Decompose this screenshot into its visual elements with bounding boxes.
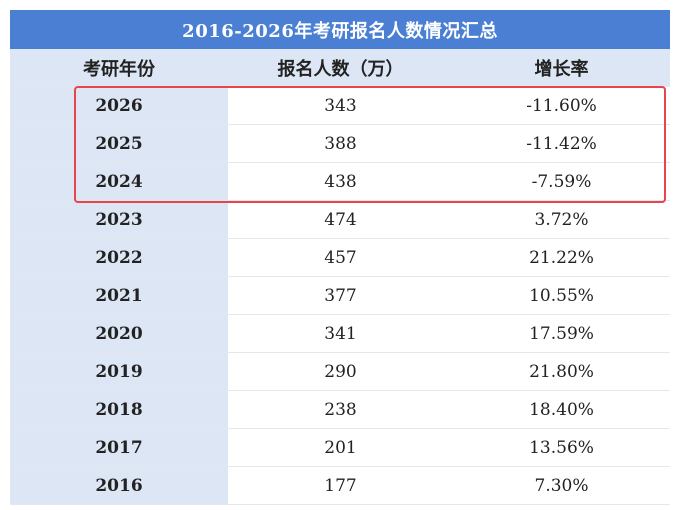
header-cell: 增长率 bbox=[453, 49, 671, 87]
table-row: 2022 457 21.22% bbox=[10, 238, 671, 277]
table-cell: 10.55% bbox=[453, 276, 671, 315]
table-cell: 18.40% bbox=[453, 390, 671, 429]
table-row: 2025 388 -11.42% bbox=[10, 124, 671, 163]
table-title: 2016-2026年考研报名人数情况汇总 bbox=[10, 10, 671, 49]
header-row: 考研年份 报名人数（万） 增长率 bbox=[10, 49, 671, 87]
table-cell: 21.22% bbox=[453, 238, 671, 277]
table-cell: 343 bbox=[228, 86, 453, 125]
table-container: 2016-2026年考研报名人数情况汇总 考研年份 报名人数（万） 增长率 2026… bbox=[10, 10, 671, 505]
table-cell: 2019 bbox=[10, 352, 228, 391]
table-row: 2023 474 3.72% bbox=[10, 200, 671, 239]
table-cell: -7.59% bbox=[453, 162, 671, 201]
table-cell: 388 bbox=[228, 124, 453, 163]
table-cell: 2024 bbox=[10, 162, 228, 201]
table-cell: 2016 bbox=[10, 466, 228, 505]
table-row: 2021 377 10.55% bbox=[10, 276, 671, 315]
table-cell: 238 bbox=[228, 390, 453, 429]
table-row: 2026 343 -11.60% bbox=[10, 86, 671, 125]
table-cell: 290 bbox=[228, 352, 453, 391]
table-cell: 2020 bbox=[10, 314, 228, 353]
data-table: 2016-2026年考研报名人数情况汇总 考研年份 报名人数（万） 增长率 2026… bbox=[10, 10, 671, 505]
table-cell: 2017 bbox=[10, 428, 228, 467]
table-cell: 7.30% bbox=[453, 466, 671, 505]
table-cell: 2025 bbox=[10, 124, 228, 163]
table-row: 2016 177 7.30% bbox=[10, 466, 671, 505]
table-cell: 2021 bbox=[10, 276, 228, 315]
table-cell: 21.80% bbox=[453, 352, 671, 391]
table-cell: -11.42% bbox=[453, 124, 671, 163]
table-cell: 2026 bbox=[10, 86, 228, 125]
table-cell: 341 bbox=[228, 314, 453, 353]
table-cell: 438 bbox=[228, 162, 453, 201]
header-cell: 报名人数（万） bbox=[228, 49, 453, 87]
table-cell: 474 bbox=[228, 200, 453, 239]
table-cell: 377 bbox=[228, 276, 453, 315]
table-cell: 457 bbox=[228, 238, 453, 277]
table-cell: 13.56% bbox=[453, 428, 671, 467]
table-row: 2024 438 -7.59% bbox=[10, 162, 671, 201]
table-cell: 2018 bbox=[10, 390, 228, 429]
table-cell: -11.60% bbox=[453, 86, 671, 125]
table-cell: 17.59% bbox=[453, 314, 671, 353]
table-cell: 3.72% bbox=[453, 200, 671, 239]
header-cell: 考研年份 bbox=[10, 49, 228, 87]
table-row: 2019 290 21.80% bbox=[10, 352, 671, 391]
table-row: 2017 201 13.56% bbox=[10, 428, 671, 467]
table-body: 2026 343 -11.60% 2025 388 -11.42% 2024 438 -7.59… bbox=[10, 86, 671, 505]
table-cell: 2022 bbox=[10, 238, 228, 277]
table-row: 2018 238 18.40% bbox=[10, 390, 671, 429]
table-cell: 201 bbox=[228, 428, 453, 467]
table-cell: 177 bbox=[228, 466, 453, 505]
table-row: 2020 341 17.59% bbox=[10, 314, 671, 353]
table-cell: 2023 bbox=[10, 200, 228, 239]
